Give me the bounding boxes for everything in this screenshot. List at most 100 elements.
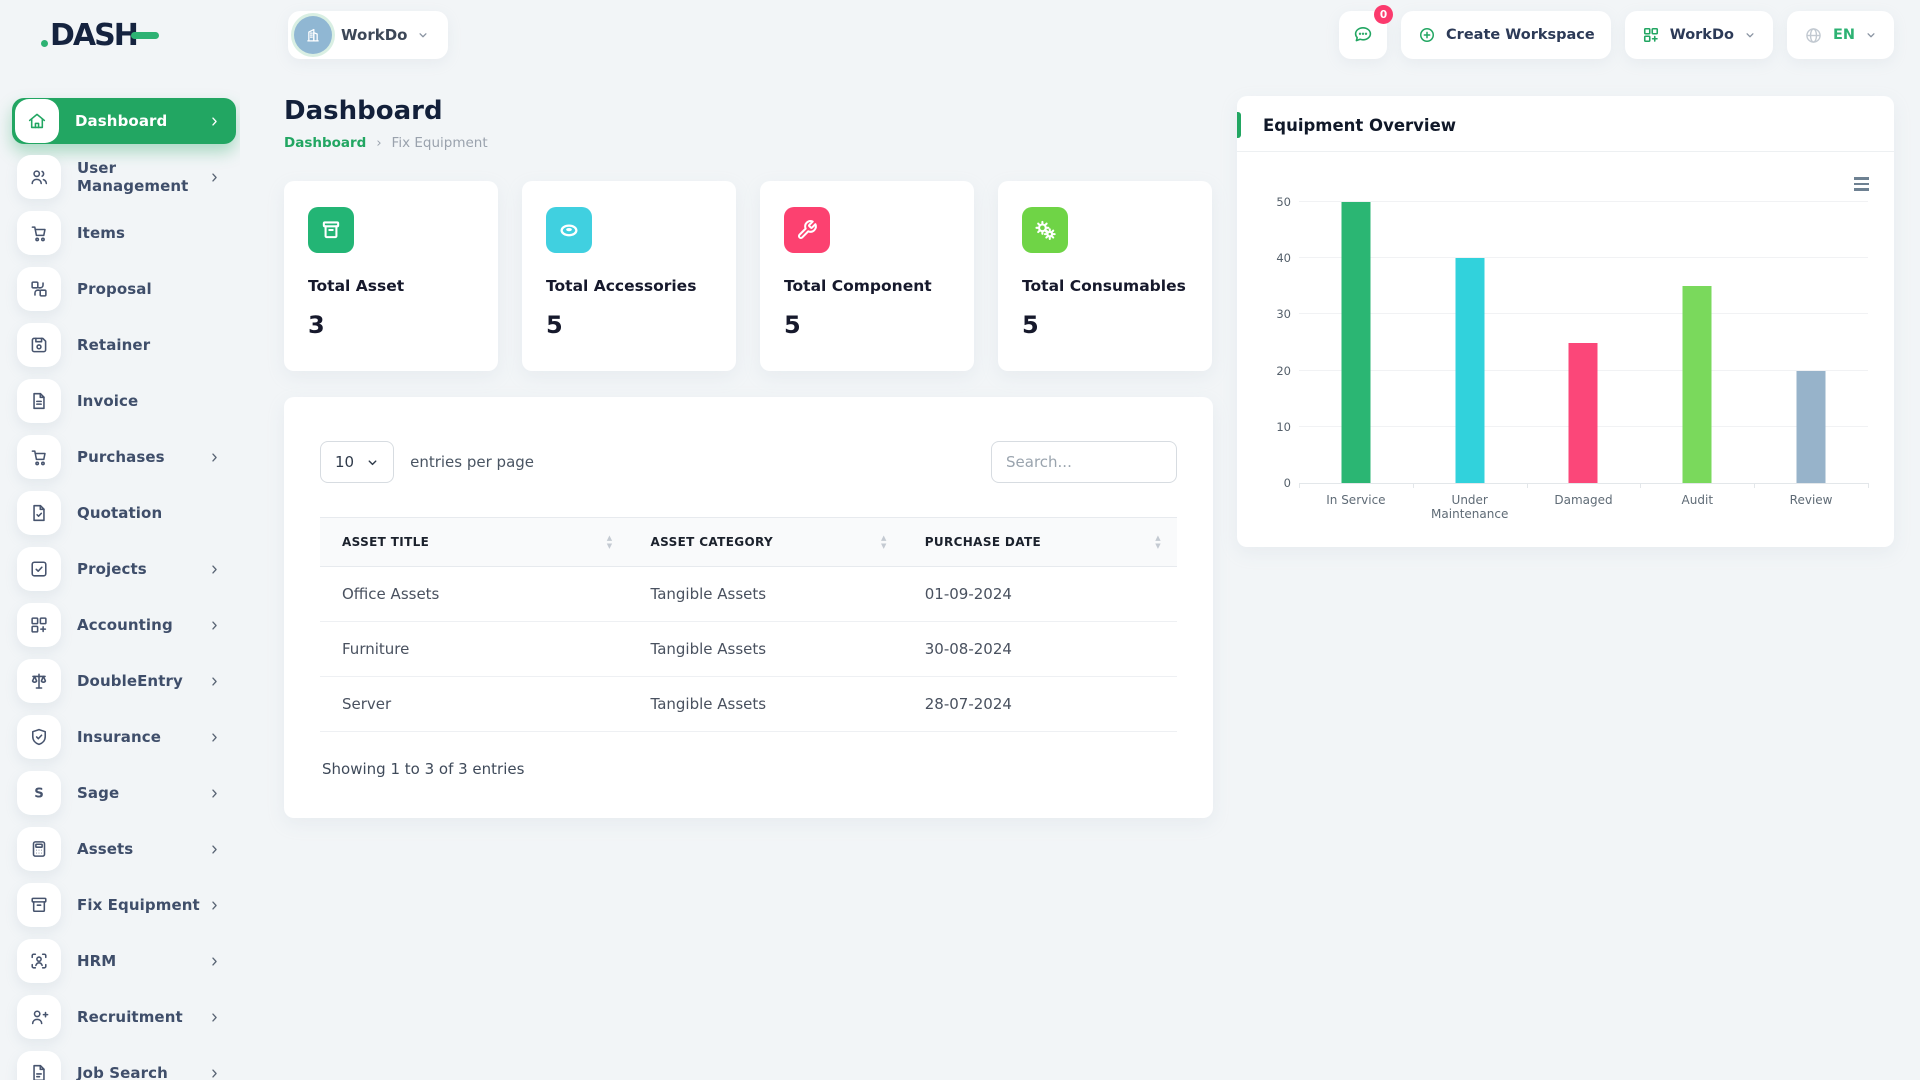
chart-gridline (1299, 201, 1868, 202)
column-header-asset-title[interactable]: ASSET TITLE ▲ ▼ (320, 518, 629, 567)
logo-dash-bar (130, 31, 159, 39)
sidebar-item-dashboard[interactable]: Dashboard (12, 98, 236, 144)
app-switcher-dropdown[interactable]: WorkDo (1624, 11, 1773, 59)
chart-bar-in-service (1341, 202, 1371, 483)
sidebar-item-fix-equipment[interactable]: Fix Equipment (12, 882, 236, 928)
page-size-value: 10 (335, 453, 355, 471)
top-header: DASH WorkDo 0 Create Workspace (0, 0, 1920, 70)
language-dropdown[interactable]: EN (1786, 11, 1894, 59)
chart-y-tick-label: 30 (1276, 307, 1291, 322)
stat-value: 5 (1022, 311, 1039, 339)
search-input[interactable] (991, 441, 1177, 483)
topbar-actions: 0 Create Workspace WorkDo EN (1339, 5, 1894, 59)
chart-bar-review (1796, 370, 1826, 483)
table-row: Furniture Tangible Assets 30-08-2024 (320, 621, 1177, 677)
column-header-label: PURCHASE DATE (924, 535, 1042, 549)
cart-icon (17, 435, 61, 479)
chart-x-tick (1412, 483, 1414, 488)
stat-label: Total Consumables (1022, 277, 1186, 295)
sidebar-item-job-search[interactable]: Job Search (12, 1050, 236, 1080)
chart-y-tick-label: 0 (1283, 476, 1291, 490)
sidebar-item-proposal[interactable]: Proposal (12, 266, 236, 312)
table-cell: 30-08-2024 (902, 621, 1177, 677)
calculator-icon (17, 827, 61, 871)
sidebar-item-doubleentry[interactable]: DoubleEntry (12, 658, 236, 704)
stat-label: Total Component (784, 277, 932, 295)
chevron-down-icon (368, 459, 377, 465)
chart-x-tick (1640, 483, 1642, 488)
sidebar-item-sage[interactable]: S Sage (12, 770, 236, 816)
sidebar-item-user-management[interactable]: User Management (12, 154, 236, 200)
stat-value: 3 (308, 311, 325, 339)
chart-gridline (1299, 257, 1868, 259)
sidebar-item-assets[interactable]: Assets (12, 826, 236, 872)
sidebar-item-hrm[interactable]: HRM (12, 938, 236, 984)
chevron-right-icon (207, 114, 222, 129)
stat-card-total-asset: Total Asset 3 (284, 181, 498, 371)
chevron-right-icon (207, 786, 222, 801)
sidebar-item-retainer[interactable]: Retainer (12, 322, 236, 368)
archive-icon (17, 883, 61, 927)
breadcrumb-dashboard-link[interactable]: Dashboard (284, 135, 367, 151)
language-code: EN (1832, 27, 1855, 43)
sidebar-item-recruitment[interactable]: Recruitment (12, 994, 236, 1040)
user-plus-icon (17, 995, 61, 1039)
create-workspace-button[interactable]: Create Workspace (1401, 11, 1611, 59)
chart-x-label: In Service (1326, 493, 1386, 507)
page-size-select[interactable]: 10 (320, 441, 395, 483)
chart-y-tick-label: 40 (1276, 251, 1291, 266)
notification-count-badge: 0 (1374, 5, 1394, 24)
bar-chart: 0 10 20 30 40 50 In Service Under Maintenance D… (1263, 195, 1869, 521)
svg-text:S: S (34, 787, 44, 802)
table-cell: Tangible Assets (628, 621, 903, 677)
workspace-selector[interactable]: WorkDo (288, 11, 449, 59)
chevron-right-icon (207, 450, 222, 465)
plus-circle-icon (1420, 28, 1435, 42)
sidebar-item-quotation[interactable]: Quotation (12, 490, 236, 536)
disc-icon (546, 207, 592, 253)
chevron-down-icon (1743, 28, 1757, 42)
brand-logo-text: DASH (41, 18, 159, 53)
table-cell: Server (320, 676, 629, 732)
wrench-icon (784, 207, 830, 253)
sidebar-item-label: Job Search (77, 1064, 168, 1080)
sidebar-item-label: Purchases (77, 448, 165, 466)
sidebar-item-accounting[interactable]: Accounting (12, 602, 236, 648)
square-check-icon (17, 547, 61, 591)
grid-plus-icon (17, 603, 61, 647)
chevron-right-icon (207, 898, 222, 913)
chart-x-label: Damaged (1554, 493, 1613, 507)
table-cell: 01-09-2024 (902, 566, 1177, 622)
chevron-down-icon (1864, 28, 1878, 42)
column-header-purchase-date[interactable]: PURCHASE DATE ▲ ▼ (903, 518, 1177, 567)
sidebar-item-purchases[interactable]: Purchases (12, 434, 236, 480)
breadcrumb: Dashboard › Fix Equipment (284, 135, 1213, 151)
sidebar-item-label: Accounting (77, 616, 173, 634)
chart-title: Equipment Overview (1263, 116, 1457, 135)
chart-x-label: Audit (1681, 493, 1714, 507)
chart-x-labels: In Service Under Maintenance Damaged Audit R… (1299, 493, 1868, 521)
column-header-asset-category[interactable]: ASSET CATEGORY ▲ ▼ (629, 518, 903, 567)
sidebar-item-label: User Management (77, 159, 189, 195)
assets-table-card: 10 entries per page ASSET TITLE ▲▼ASSET … (284, 397, 1213, 818)
sidebar-item-insurance[interactable]: Insurance (12, 714, 236, 760)
sidebar-item-items[interactable]: Items (12, 210, 236, 256)
chart-menu-icon[interactable] (1851, 174, 1872, 194)
table-controls: 10 entries per page (320, 441, 1177, 483)
sidebar-item-invoice[interactable]: Invoice (12, 378, 236, 424)
table-cell: Tangible Assets (628, 566, 903, 622)
sidebar-item-projects[interactable]: Projects (12, 546, 236, 592)
chart-bar-damaged (1568, 342, 1598, 483)
brand-logo: DASH (0, 18, 240, 53)
messages-button[interactable]: 0 (1339, 5, 1394, 59)
sidebar-item-label: Items (77, 224, 125, 242)
chart-bar-slot (1527, 202, 1641, 483)
grid-plus-icon (1643, 27, 1658, 43)
app-switcher-label: WorkDo (1669, 27, 1734, 43)
table-header-row: ASSET TITLE ▲ ▼ ASSET CATEGORY ▲ ▼ PURCHASE … (320, 517, 1177, 567)
file-check-icon (17, 491, 61, 535)
chart-x-tick (1526, 483, 1528, 488)
stat-label: Total Asset (308, 277, 405, 295)
workspace-name: WorkDo (341, 26, 408, 44)
sidebar-item-label: Invoice (77, 392, 139, 410)
